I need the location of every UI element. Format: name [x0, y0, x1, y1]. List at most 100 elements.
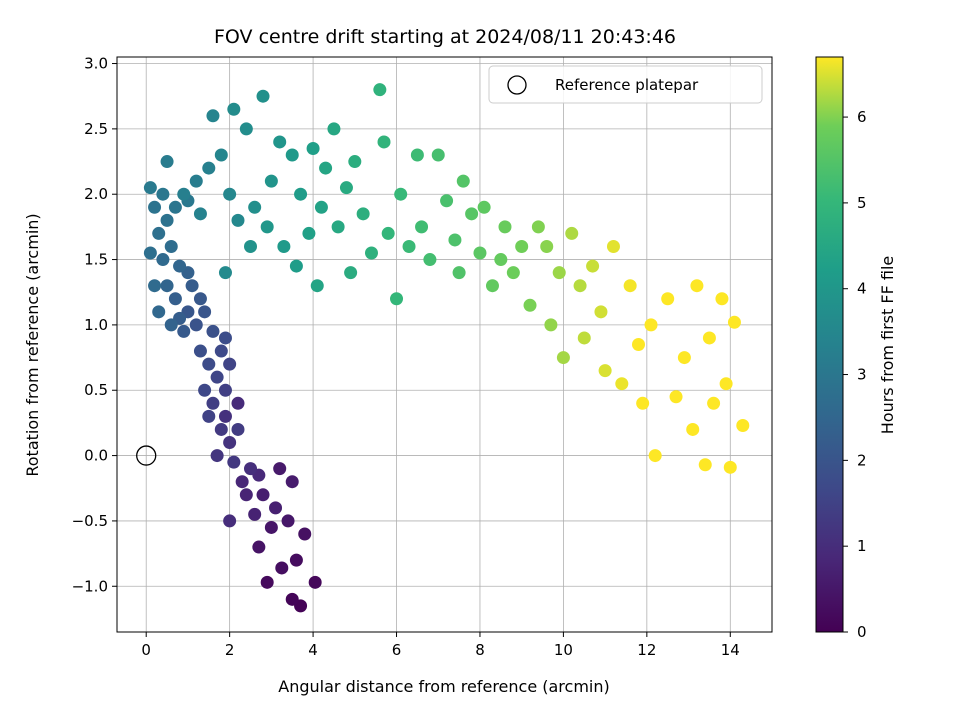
legend-label: Reference platepar [555, 76, 699, 94]
data-point [498, 220, 512, 234]
data-point [702, 331, 716, 345]
data-point [210, 370, 224, 384]
y-tick-label: 0.5 [84, 381, 108, 399]
data-point [306, 141, 320, 155]
data-point [148, 279, 162, 293]
data-point [331, 220, 345, 234]
data-point [202, 357, 216, 371]
data-point [177, 187, 191, 201]
data-point [669, 390, 683, 404]
data-point [231, 422, 245, 436]
data-point [373, 83, 387, 97]
data-point [390, 292, 404, 306]
data-point [719, 377, 733, 391]
data-point [156, 187, 170, 201]
data-point [573, 279, 587, 293]
data-point [727, 315, 741, 329]
data-point [477, 200, 491, 214]
data-point [231, 396, 245, 410]
data-point [218, 383, 232, 397]
x-tick-label: 4 [308, 641, 318, 659]
legend-box [488, 65, 763, 104]
data-point [210, 449, 224, 463]
data-point [206, 109, 220, 123]
x-tick-label: 6 [392, 641, 402, 659]
chart-title: FOV centre drift starting at 2024/08/11 … [214, 26, 676, 48]
data-point [644, 318, 658, 332]
data-point [177, 324, 191, 338]
y-tick-label: −0.5 [72, 512, 108, 530]
x-tick-label: 8 [475, 641, 485, 659]
y-tick-label: −1.0 [72, 577, 108, 595]
data-point [160, 213, 174, 227]
data-point [506, 266, 520, 280]
data-point [289, 553, 303, 567]
data-point [452, 266, 466, 280]
data-point [402, 239, 416, 253]
data-point [275, 561, 289, 575]
data-point [160, 155, 174, 169]
plot-frame [116, 56, 773, 633]
data-point [164, 239, 178, 253]
data-point [339, 181, 353, 195]
data-point [308, 575, 322, 589]
data-point [636, 396, 650, 410]
data-point [285, 475, 299, 489]
data-point [218, 409, 232, 423]
colorbar-tick-label: 1 [857, 537, 867, 555]
x-axis-ticks: 0 2 4 6 8 10 12 14 [141, 632, 740, 659]
data-point [277, 239, 291, 253]
x-tick-label: 14 [721, 641, 740, 659]
data-point [214, 422, 228, 436]
data-point [494, 253, 508, 267]
data-point [239, 122, 253, 136]
data-point [231, 213, 245, 227]
x-tick-label: 12 [637, 641, 656, 659]
data-point [381, 226, 395, 240]
data-point [143, 246, 157, 260]
data-point [310, 279, 324, 293]
colorbar-label: Hours from first FF file [878, 256, 897, 435]
data-point [227, 102, 241, 116]
data-point [227, 455, 241, 469]
legend-open-circle-marker [507, 75, 527, 95]
data-point [298, 527, 312, 541]
data-point [244, 462, 258, 476]
data-point [285, 148, 299, 162]
data-point [173, 259, 187, 273]
data-point [577, 331, 591, 345]
x-axis-label: Angular distance from reference (arcmin) [278, 677, 609, 696]
data-point [356, 207, 370, 221]
data-point [594, 305, 608, 319]
data-point [377, 135, 391, 149]
colorbar-tick-label: 6 [857, 108, 867, 126]
data-point [423, 253, 437, 267]
data-point [364, 246, 378, 260]
data-point [206, 396, 220, 410]
data-point [289, 259, 303, 273]
data-point [193, 344, 207, 358]
data-point [193, 207, 207, 221]
data-point [152, 305, 166, 319]
y-tick-label: 3.0 [84, 55, 108, 73]
data-point [285, 592, 299, 606]
data-point [515, 239, 529, 253]
data-point [327, 122, 341, 136]
data-point [252, 540, 266, 554]
data-point [214, 148, 228, 162]
colorbar-tick-label: 2 [857, 451, 867, 469]
data-point [248, 507, 262, 521]
data-point [485, 279, 499, 293]
colorbar [815, 56, 844, 633]
y-tick-label: 2.0 [84, 185, 108, 203]
data-point [269, 501, 283, 515]
data-point [440, 194, 454, 208]
y-axis-label: Rotation from reference (arcmin) [23, 213, 42, 476]
data-point [273, 135, 287, 149]
data-point [465, 207, 479, 221]
data-point [256, 89, 270, 103]
data-point [160, 279, 174, 293]
colorbar-ticks: 0 1 2 3 4 5 6 [843, 108, 867, 641]
data-point [189, 318, 203, 332]
